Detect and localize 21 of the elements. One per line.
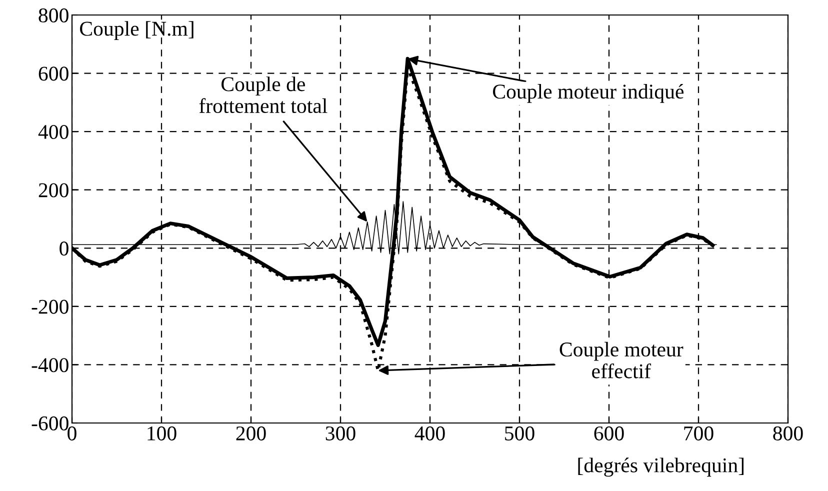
x-axis-title: [degrés vilebrequin] — [578, 458, 744, 477]
x-tick-label: 500 — [505, 426, 534, 440]
x-tick-label: 800 — [773, 426, 803, 440]
y-tick-label: -200 — [32, 300, 68, 314]
y-tick-label: 400 — [38, 124, 68, 140]
y-tick-label: 0 — [60, 242, 68, 256]
x-tick-label: 300 — [326, 426, 356, 440]
annotation: Couple moteur indiqué — [492, 84, 684, 103]
x-tick-label: 600 — [594, 426, 624, 440]
x-tick-label: 400 — [414, 426, 445, 440]
y-tick-label: 800 — [38, 8, 68, 22]
annotation: Couple moteur effectif — [560, 342, 684, 378]
x-tick-label: 700 — [684, 426, 714, 440]
x-tick-label: 200 — [236, 426, 266, 440]
annotation: Couple de frottement total — [199, 76, 328, 114]
y-tick-label: -600 — [32, 416, 68, 430]
y-axis-title: Couple [N.m] — [80, 21, 194, 40]
y-tick-label: 600 — [38, 66, 68, 81]
y-tick-label: -400 — [32, 358, 68, 372]
x-tick-label: 100 — [148, 426, 176, 440]
y-tick-label: 200 — [38, 183, 68, 198]
